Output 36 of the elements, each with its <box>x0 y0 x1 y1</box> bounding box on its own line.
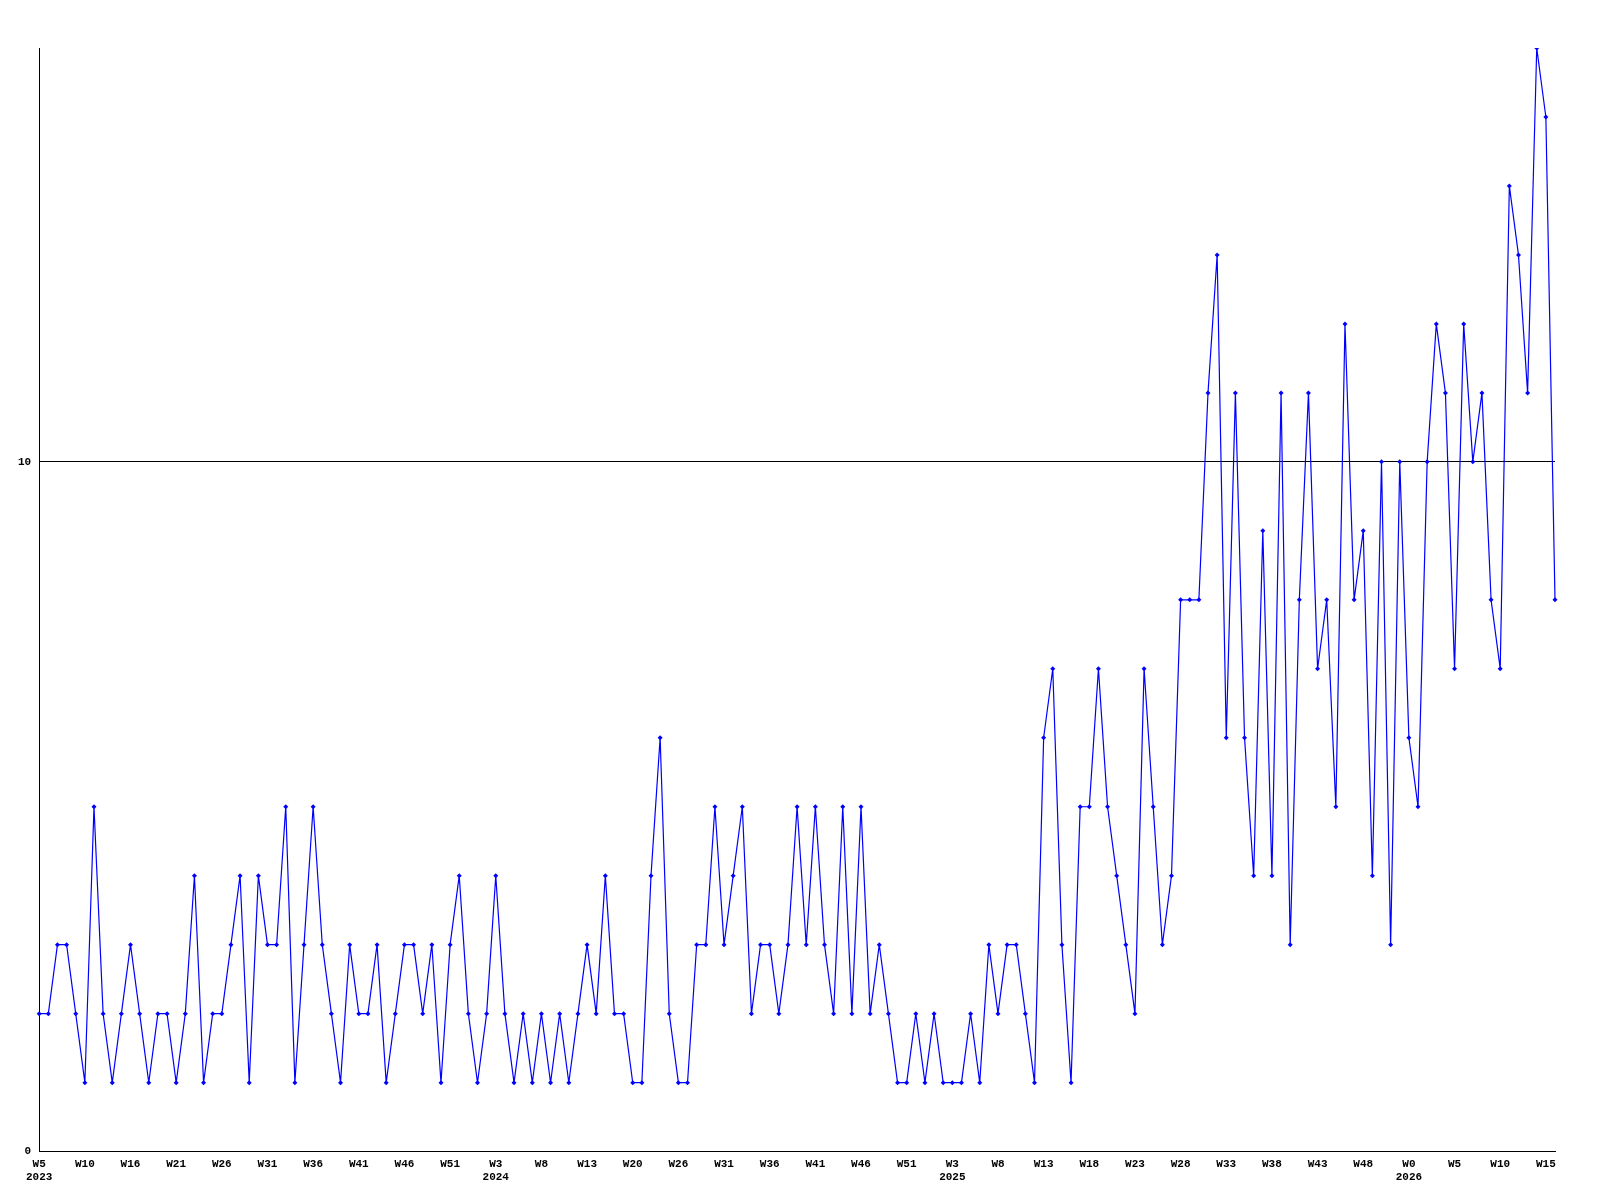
x-tick-label: W8 <box>991 1157 1005 1170</box>
x-tick-label: W48 <box>1353 1157 1374 1170</box>
x-tick-label: W26 <box>211 1157 232 1170</box>
x-tick-label: W8 <box>534 1157 549 1170</box>
x-tick-label: W0 2026 <box>1395 1157 1423 1184</box>
x-tick-label: W3 2025 <box>939 1157 966 1184</box>
x-tick-label: W10 <box>1490 1157 1511 1170</box>
x-tick-label: W23 <box>1125 1157 1146 1170</box>
y-tick-label: 0 <box>24 1145 32 1158</box>
x-tick-label: W18 <box>1079 1157 1100 1170</box>
x-tick-label: W13 <box>577 1157 598 1170</box>
x-tick-label: W21 <box>166 1157 187 1170</box>
x-tick-label: W26 <box>668 1157 689 1170</box>
x-tick-label: W16 <box>120 1157 141 1170</box>
x-tick-label: W31 <box>257 1157 278 1170</box>
x-tick-label: W46 <box>394 1157 415 1170</box>
x-tick-label: W46 <box>851 1157 871 1170</box>
x-tick-label: W51 <box>440 1157 461 1170</box>
x-tick-label: W5 2023 <box>26 1157 53 1184</box>
x-tick-label: W20 <box>622 1157 643 1170</box>
x-tick-label: W31 <box>714 1157 735 1170</box>
x-tick-label: W15 <box>1535 1157 1557 1170</box>
x-tick-label: W28 <box>1170 1157 1191 1170</box>
x-tick-label: W41 <box>348 1157 370 1170</box>
x-tick-label: W36 <box>759 1157 780 1170</box>
x-tick-label: W43 <box>1307 1157 1328 1170</box>
x-tick-label: W3 2024 <box>482 1157 510 1184</box>
x-tick-label: W33 <box>1216 1157 1237 1170</box>
x-tick-label: W10 <box>74 1157 95 1170</box>
y-tick-label: 10 <box>18 455 32 468</box>
x-tick-label: W36 <box>303 1157 324 1170</box>
x-tick-label: W41 <box>805 1157 826 1170</box>
x-tick-label: W5 <box>1447 1157 1462 1170</box>
x-tick-label: W13 <box>1033 1157 1054 1170</box>
x-tick-label: W51 <box>896 1157 917 1170</box>
x-tick-label: W38 <box>1262 1157 1283 1170</box>
